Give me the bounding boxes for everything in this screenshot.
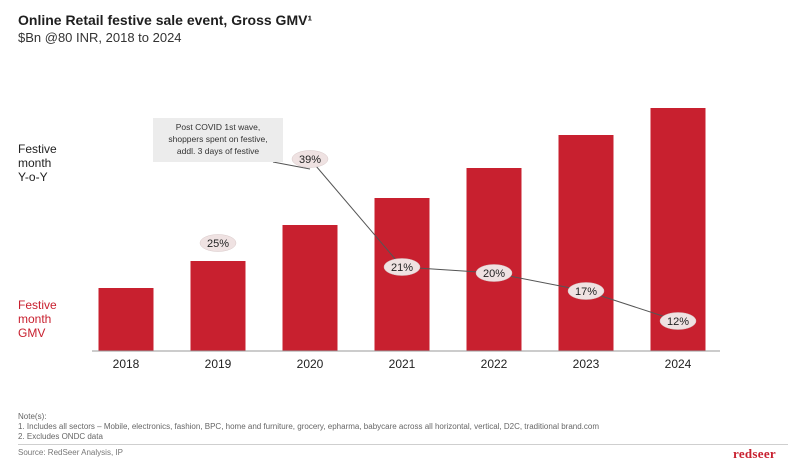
bar-2022 bbox=[466, 168, 522, 351]
gmv-label-line: month bbox=[18, 312, 52, 326]
callout-pointer bbox=[272, 161, 311, 170]
callout-text: addl. 3 days of festive bbox=[177, 146, 259, 156]
callout-text: Post COVID 1st wave, bbox=[176, 122, 261, 132]
bar-2024 bbox=[650, 108, 706, 351]
x-tick-label: 2019 bbox=[205, 357, 232, 371]
note-2: 2. Excludes ONDC data bbox=[18, 432, 103, 441]
note-1: 1. Includes all sectors – Mobile, electr… bbox=[18, 422, 600, 431]
footnotes: Note(s): 1. Includes all sectors – Mobil… bbox=[18, 412, 599, 442]
callout-box bbox=[153, 118, 283, 162]
yoy-label-line: Y-o-Y bbox=[18, 170, 48, 184]
yoy-bubble-2019 bbox=[199, 234, 237, 252]
yoy-bubble-2020 bbox=[291, 150, 329, 168]
yoy-value-label: 25% bbox=[207, 238, 229, 250]
yoy-bubble-2021 bbox=[383, 258, 421, 276]
source-text: Source: RedSeer Analysis, IP bbox=[18, 448, 123, 457]
x-tick-label: 2022 bbox=[481, 357, 508, 371]
yoy-value-label: 12% bbox=[667, 316, 689, 328]
yoy-value-label: 17% bbox=[575, 286, 597, 298]
x-tick-label: 2024 bbox=[665, 357, 692, 371]
bar-2020 bbox=[282, 225, 338, 351]
gmv-row-label: Festive month GMV bbox=[18, 298, 78, 340]
yoy-label-line: month bbox=[18, 156, 52, 170]
yoy-value-label: 21% bbox=[391, 262, 413, 274]
yoy-value-label: 39% bbox=[299, 154, 321, 166]
footer-divider bbox=[18, 444, 788, 445]
redseer-logo: redseer bbox=[732, 446, 776, 461]
bar-2023 bbox=[558, 135, 614, 351]
yoy-label-line: Festive bbox=[18, 142, 57, 156]
x-tick-label: 2020 bbox=[297, 357, 324, 371]
note-heading: Note(s): bbox=[18, 412, 47, 421]
x-tick-label: 2023 bbox=[573, 357, 600, 371]
gmv-label-line: Festive bbox=[18, 298, 57, 312]
callout-text: shoppers spent on festive, bbox=[168, 134, 267, 144]
x-tick-label: 2021 bbox=[389, 357, 416, 371]
chart-title: Online Retail festive sale event, Gross … bbox=[18, 12, 313, 28]
yoy-row-label: Festive month Y-o-Y bbox=[18, 142, 78, 184]
bar-2019 bbox=[190, 261, 246, 351]
yoy-value-label: 20% bbox=[483, 268, 505, 280]
gmv-label-line: GMV bbox=[18, 326, 46, 340]
yoy-bubble-2023 bbox=[567, 282, 605, 300]
chart-subtitle: $Bn @80 INR, 2018 to 2024 bbox=[18, 30, 182, 45]
x-tick-label: 2018 bbox=[113, 357, 140, 371]
yoy-bubble-2024 bbox=[659, 312, 697, 330]
bar-2018 bbox=[98, 288, 154, 351]
yoy-bubble-2022 bbox=[475, 264, 513, 282]
